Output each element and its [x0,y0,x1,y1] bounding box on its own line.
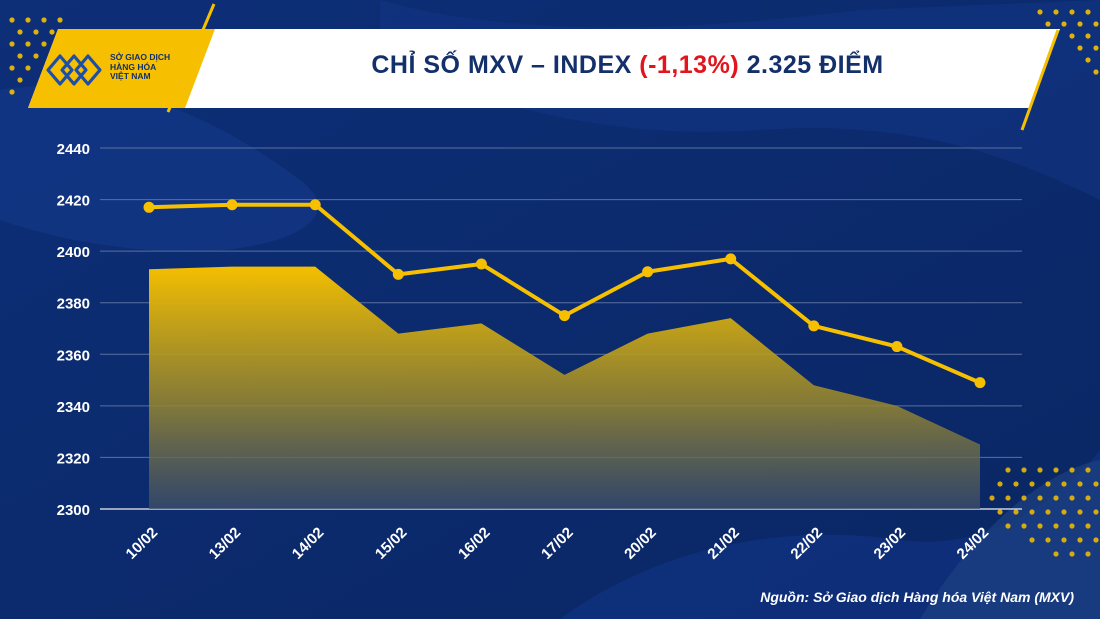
data-point-10-02 [143,201,155,213]
title-prefix: CHỈ SỐ MXV – INDEX [371,51,632,79]
accent-stripe-right [1020,29,1060,131]
header-logo-panel [28,29,215,108]
data-point-17-02 [559,310,570,322]
x-tick-label: 16/02 [455,524,494,563]
logo-line-3: VIỆT NAM [110,71,151,81]
logo-line-2: HÀNG HÓA [110,61,157,72]
x-tick-label: 22/02 [787,524,826,563]
x-tick-label: 14/02 [289,524,328,563]
data-point-23-02 [891,341,903,353]
data-point-22-02 [808,320,820,332]
area-fill [149,266,980,509]
title-suffix: 2.325 ĐIỂM [746,51,884,79]
data-point-14-02 [309,199,321,211]
y-tick-label: 2300 [57,502,90,519]
index-points [143,199,986,389]
data-point-20-02 [642,266,654,278]
data-point-21-02 [725,253,737,265]
dot-pattern-top-left [9,17,63,95]
accent-stripe-left [166,3,216,113]
y-tick-label: 2360 [57,347,90,364]
y-axis: 2300 2320 2340 2360 2380 2400 2420 2440 [57,141,90,519]
x-tick-label: 17/02 [538,524,577,563]
data-point-15-02 [392,268,404,280]
y-tick-label: 2380 [57,296,90,313]
x-tick-label: 21/02 [704,524,743,563]
y-tick-label: 2320 [57,450,90,467]
data-point-13-02 [226,199,238,211]
y-tick-label: 2420 [57,193,90,210]
x-tick-label: 13/02 [206,524,245,563]
y-tick-label: 2400 [57,244,90,261]
header-banner [28,29,1060,108]
x-tick-label: 10/02 [123,524,162,563]
data-point-16-02 [475,258,487,270]
data-point-24-02 [974,377,986,389]
x-tick-label: 23/02 [871,524,910,563]
y-tick-label: 2340 [57,399,90,416]
logo-text: SỞ GIAO DỊCH HÀNG HÓA VIỆT NAM [110,52,171,82]
y-tick-label: 2440 [57,141,90,158]
x-tick-label: 15/02 [372,524,411,563]
dot-pattern-top-right [1037,9,1099,75]
x-axis: 10/02 13/02 14/02 15/02 16/02 17/02 20/02 21/02… [123,524,993,563]
logo-line-1: SỞ GIAO DỊCH [110,52,171,62]
title-change: (-1,13%) [639,51,740,79]
bg-wave-left [0,85,319,252]
dot-pattern-bottom-right [989,467,1099,557]
x-tick-label: 20/02 [621,524,660,563]
page-title: CHỈ SỐ MXV – INDEX (-1,13%) 2.325 ĐIỂM [175,51,1080,80]
mxv-logo-icon [46,54,102,86]
x-tick-label: 24/02 [954,524,993,563]
source-note: Nguồn: Sở Giao dịch Hàng hóa Việt Nam (M… [760,589,1074,605]
